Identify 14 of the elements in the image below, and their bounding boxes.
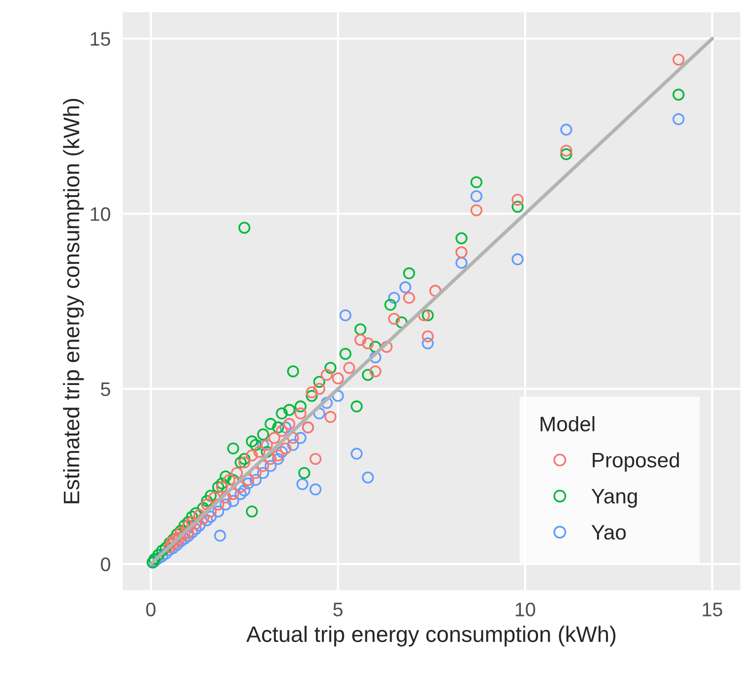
y-axis-title: Estimated trip energy consumption (kWh) bbox=[63, 98, 84, 504]
legend-label: Proposed bbox=[592, 452, 679, 472]
legend-title: Model bbox=[540, 416, 594, 432]
x-axis-title: Actual trip energy consumption (kWh) bbox=[246, 626, 616, 646]
legend-label: Yao bbox=[592, 525, 626, 540]
y-tick-label: 15 bbox=[90, 32, 110, 46]
y-tick-label: 0 bbox=[100, 557, 110, 572]
legend-label: Yang bbox=[592, 489, 637, 508]
x-tick-label: 0 bbox=[146, 602, 156, 616]
x-tick-label: 5 bbox=[333, 602, 343, 616]
x-tick-label: 10 bbox=[516, 602, 536, 616]
y-tick-label: 10 bbox=[90, 207, 110, 221]
x-tick-label: 15 bbox=[702, 602, 722, 616]
y-tick-label: 5 bbox=[100, 382, 110, 396]
